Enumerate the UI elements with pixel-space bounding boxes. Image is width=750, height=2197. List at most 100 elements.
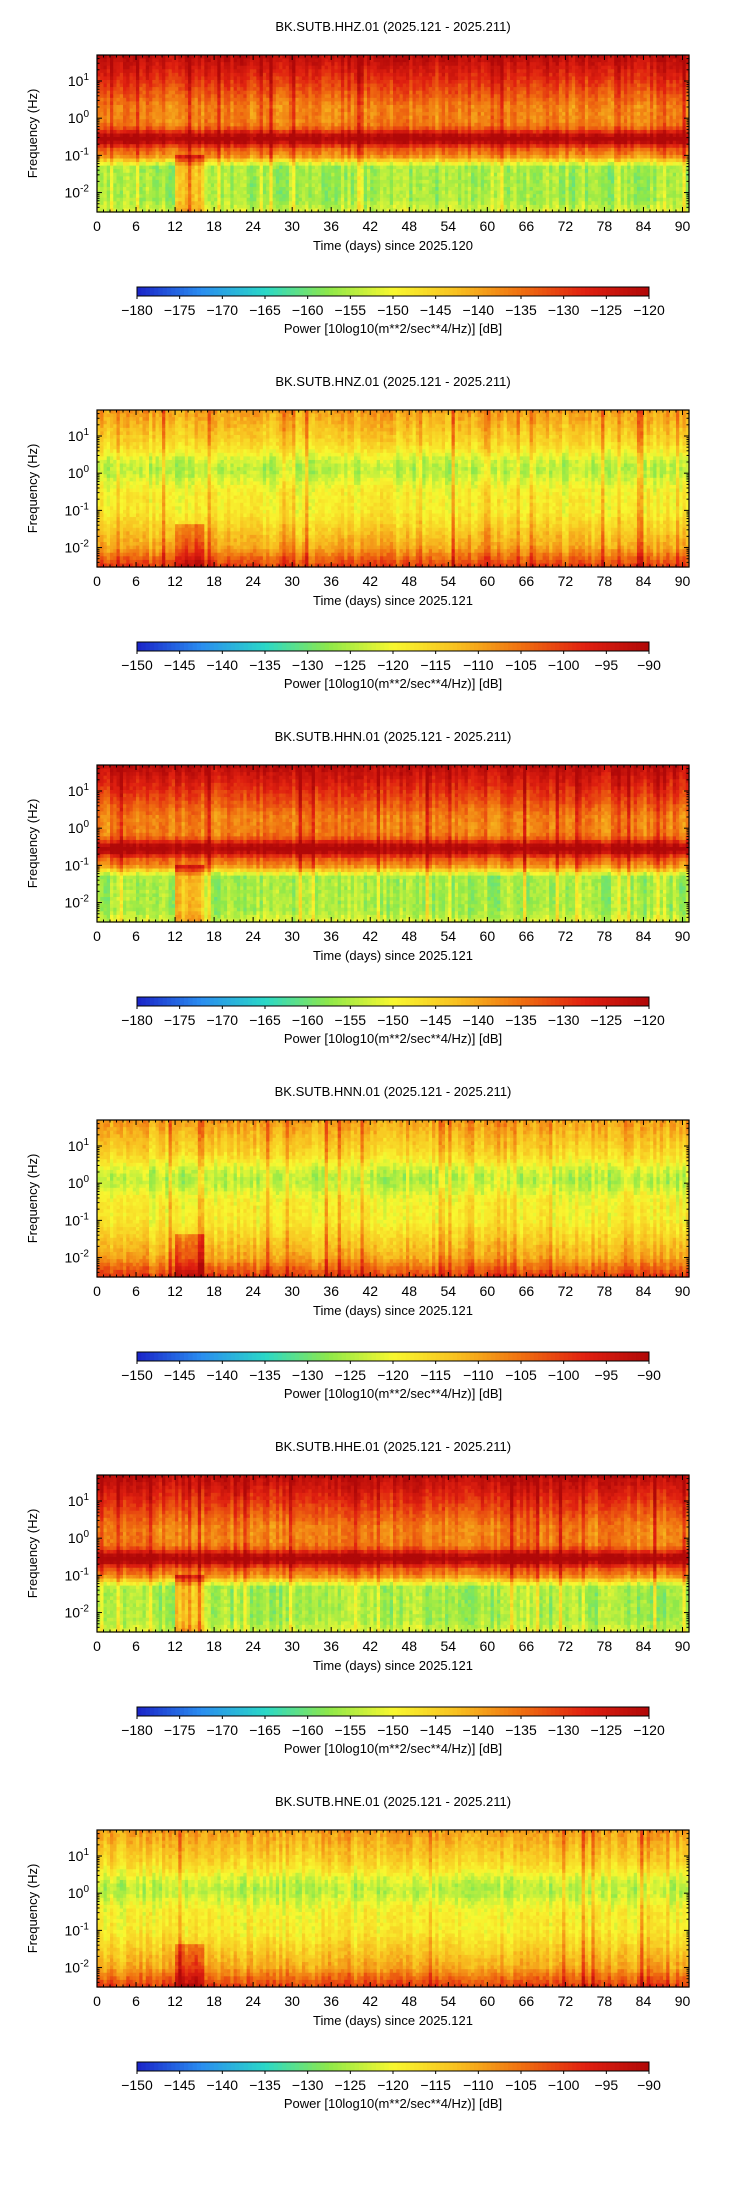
heatmap-cell: [350, 129, 355, 135]
heatmap-cell: [272, 158, 277, 163]
heatmap-cell: [308, 94, 313, 99]
heatmap-cell: [220, 87, 225, 92]
heatmap-cell: [184, 58, 189, 63]
heatmap-cell: [353, 101, 358, 106]
heatmap-cell: [210, 108, 215, 113]
heatmap-cell: [399, 97, 404, 102]
heatmap-cell: [136, 97, 140, 102]
heatmap-cell: [126, 129, 131, 135]
heatmap-cell: [438, 101, 443, 106]
heatmap-cell: [321, 208, 326, 213]
heatmap-cell: [262, 115, 267, 120]
heatmap-cell: [321, 126, 326, 131]
heatmap-cell: [168, 87, 173, 92]
heatmap-cell: [376, 94, 381, 99]
heatmap-cell: [214, 169, 218, 174]
heatmap-cell: [262, 133, 267, 138]
heatmap-cell: [142, 187, 147, 192]
heatmap-cell: [441, 158, 446, 163]
heatmap-cell: [223, 147, 228, 152]
heatmap-cell: [393, 147, 397, 152]
heatmap-cell: [178, 108, 183, 113]
heatmap-cell: [175, 62, 179, 67]
heatmap-cell: [188, 90, 192, 95]
heatmap-cell: [171, 183, 176, 188]
heatmap-cell: [344, 147, 349, 152]
heatmap-cell: [129, 69, 134, 74]
heatmap-cell: [363, 72, 368, 78]
heatmap-cell: [461, 126, 466, 131]
heatmap-cell: [126, 58, 131, 63]
heatmap-cell: [311, 165, 316, 170]
heatmap-cell: [97, 112, 101, 117]
heatmap-cell: [184, 72, 189, 78]
heatmap-cell: [324, 190, 329, 195]
heatmap-cell: [103, 126, 108, 131]
heatmap-cell: [103, 176, 108, 181]
heatmap-cell: [305, 197, 310, 202]
heatmap-cell: [311, 176, 316, 181]
heatmap-cell: [373, 165, 378, 170]
heatmap-cell: [230, 162, 235, 167]
heatmap-cell: [415, 187, 420, 192]
heatmap-cell: [142, 208, 147, 213]
heatmap-cell: [233, 144, 238, 149]
heatmap-cell: [279, 133, 283, 138]
heatmap-cell: [269, 115, 274, 120]
heatmap-cell: [458, 201, 462, 206]
heatmap-cell: [214, 126, 218, 131]
heatmap-cell: [119, 144, 124, 149]
heatmap-cell: [236, 172, 241, 177]
heatmap-cell: [370, 197, 375, 202]
heatmap-cell: [285, 179, 290, 185]
heatmap-cell: [152, 55, 157, 60]
heatmap-cell: [184, 204, 189, 210]
heatmap-cell: [126, 176, 131, 181]
heatmap-cell: [262, 176, 267, 181]
heatmap-cell: [428, 165, 433, 170]
heatmap-cell: [175, 119, 179, 124]
heatmap-cell: [165, 108, 170, 113]
heatmap-cell: [435, 83, 440, 88]
heatmap-cell: [123, 147, 127, 152]
heatmap-cell: [295, 190, 300, 195]
heatmap-cell: [106, 169, 111, 174]
heatmap-cell: [266, 169, 270, 174]
heatmap-cell: [119, 55, 124, 60]
heatmap-cell: [438, 190, 443, 195]
heatmap-cell: [191, 101, 196, 106]
heatmap-cell: [145, 119, 150, 124]
heatmap-cell: [201, 104, 205, 110]
heatmap-cell: [171, 169, 176, 174]
heatmap-cell: [445, 108, 449, 113]
heatmap-cell: [454, 65, 459, 70]
heatmap-cell: [295, 72, 300, 78]
heatmap-cell: [220, 108, 225, 113]
heatmap-cell: [327, 147, 332, 152]
heatmap-cell: [435, 194, 440, 199]
heatmap-cell: [422, 187, 427, 192]
heatmap-cell: [129, 140, 134, 145]
heatmap-cell: [282, 90, 287, 95]
heatmap-cell: [376, 169, 381, 174]
heatmap-cell: [236, 183, 241, 188]
heatmap-cell: [123, 122, 127, 127]
heatmap-cell: [298, 101, 303, 106]
heatmap-cell: [113, 187, 118, 192]
heatmap-cell: [246, 90, 251, 95]
heatmap-cell: [272, 137, 277, 142]
heatmap-cell: [204, 169, 209, 174]
heatmap-cell: [324, 126, 329, 131]
heatmap-cell: [379, 97, 384, 102]
heatmap-cell: [314, 83, 319, 88]
heatmap-cell: [227, 72, 231, 78]
heatmap-cell: [383, 154, 388, 160]
heatmap-cell: [139, 183, 144, 188]
heatmap-cell: [152, 201, 157, 206]
heatmap-cell: [402, 76, 407, 81]
heatmap-cell: [184, 187, 189, 192]
heatmap-cell: [301, 187, 306, 192]
heatmap-cell: [168, 76, 173, 81]
heatmap-cell: [419, 94, 423, 99]
heatmap-cell: [379, 165, 384, 170]
